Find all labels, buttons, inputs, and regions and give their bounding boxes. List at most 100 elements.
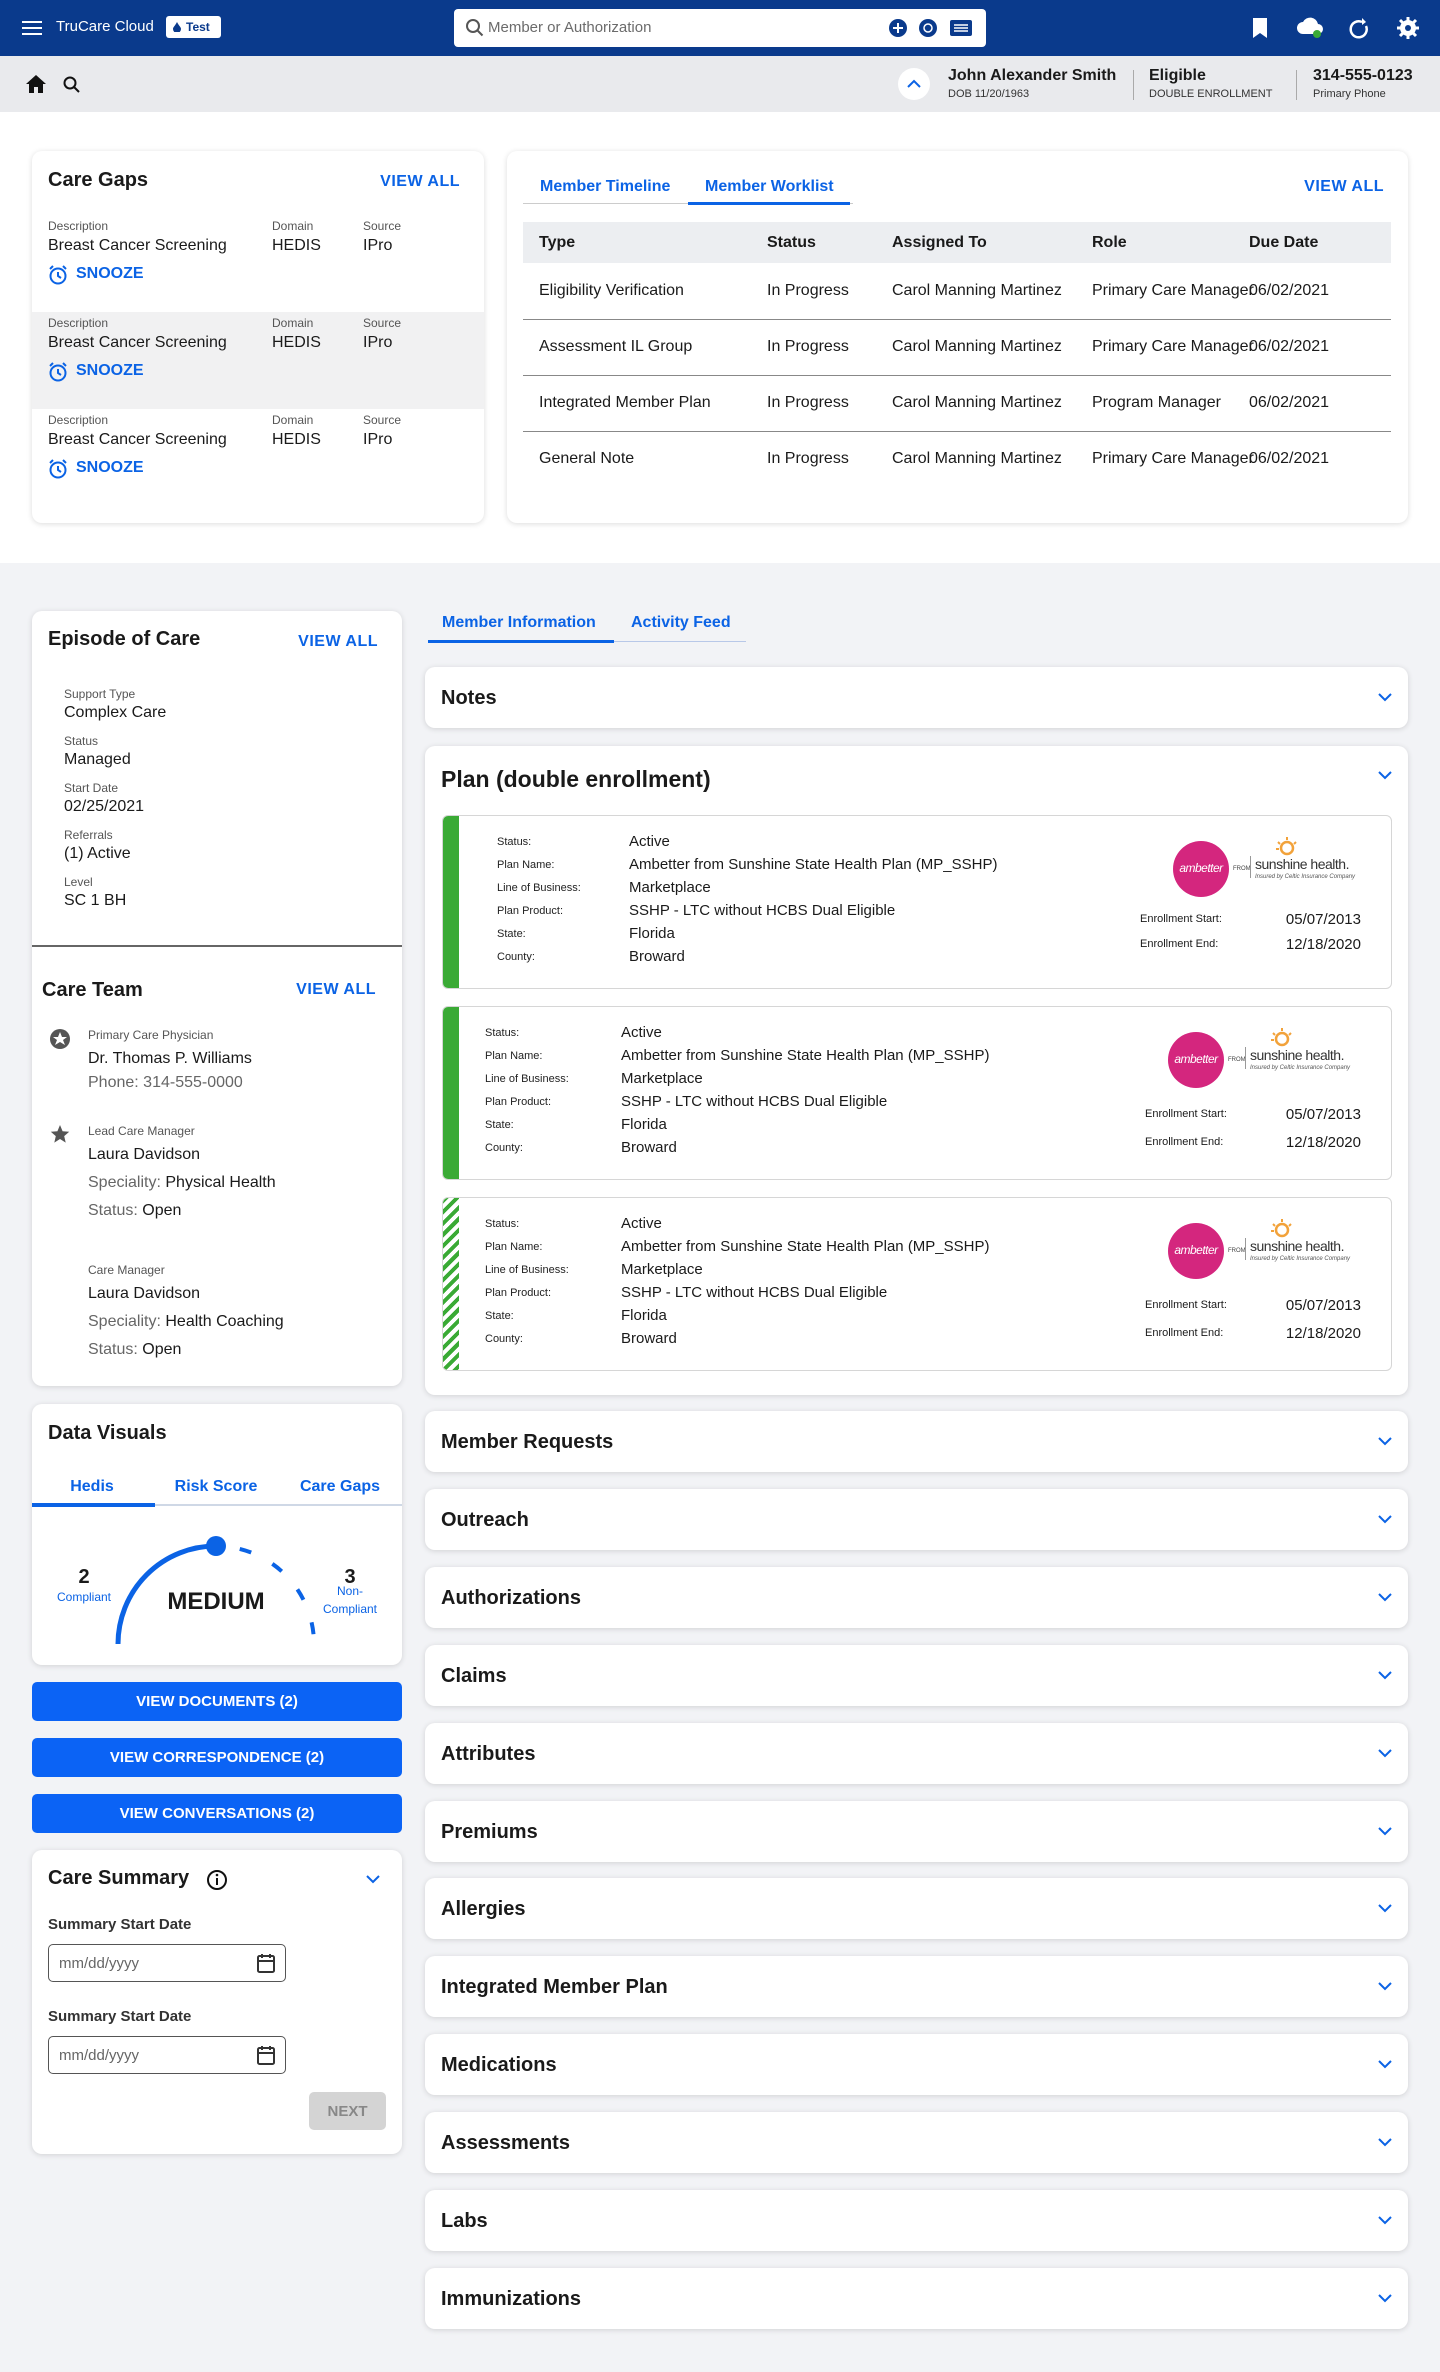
field-label: Line of Business: xyxy=(485,1264,569,1276)
tab[interactable]: Member Timeline xyxy=(540,178,671,195)
accordion-section[interactable]: Authorizations xyxy=(425,1566,1408,1628)
accordion-section[interactable]: Notes xyxy=(425,667,1408,728)
info-icon[interactable] xyxy=(206,1869,228,1891)
column-header: Status xyxy=(767,234,816,251)
field-value: Broward xyxy=(621,1139,677,1156)
accordion-section[interactable]: Outreach xyxy=(425,1488,1408,1550)
logo-tagline: Insured by Celtic Insurance Company xyxy=(1250,1256,1351,1262)
tab[interactable]: Member Worklist xyxy=(705,178,834,195)
view-all-link[interactable]: VIEW ALL xyxy=(298,633,378,650)
role-label: Lead Care Manager xyxy=(88,1124,195,1138)
plan-card: Status: Active Plan Name: Ambetter from Sun… xyxy=(442,1006,1392,1180)
search-box[interactable]: Member or Authorization xyxy=(454,9,986,47)
date-input[interactable]: mm/dd/yyyy xyxy=(48,2036,286,2074)
accordion-section[interactable]: Labs xyxy=(425,2190,1408,2251)
accordion-section[interactable]: Assessments xyxy=(425,2112,1408,2174)
detail-label: Status: xyxy=(88,1202,138,1219)
table-header xyxy=(523,222,1391,263)
chevron[interactable] xyxy=(1378,2216,1392,2225)
table-cell: In Progress xyxy=(767,338,849,355)
field-label: Enrollment End: xyxy=(1140,938,1219,950)
section-title: Premiums xyxy=(441,1820,538,1843)
chevron[interactable] xyxy=(1378,693,1392,702)
field-label: Plan Name: xyxy=(497,859,555,871)
date-input[interactable]: mm/dd/yyyy xyxy=(48,1944,286,1982)
tab[interactable]: Member Information xyxy=(442,614,596,631)
table-cell: Primary Care Manager xyxy=(1092,282,1254,299)
chevron[interactable] xyxy=(1378,771,1392,780)
accordion-section[interactable]: Immunizations xyxy=(425,2267,1408,2329)
tab[interactable]: Care Gaps xyxy=(299,1478,381,1495)
logo-from: FROM xyxy=(1228,1057,1246,1063)
field-label: Plan Name: xyxy=(485,1050,543,1062)
field-value: 12/18/2020 xyxy=(1285,1325,1361,1342)
action-button[interactable]: VIEW DOCUMENTS (2) xyxy=(32,1682,402,1721)
field-label: County: xyxy=(497,951,535,963)
logo-from: FROM xyxy=(1228,1248,1246,1254)
action-button[interactable]: VIEW CONVERSATIONS (2) xyxy=(32,1794,402,1833)
chevron[interactable] xyxy=(1378,1515,1392,1524)
brand-logo: ambetter xyxy=(1173,841,1229,897)
brand-name: ambetter xyxy=(1174,1243,1218,1257)
chevron[interactable] xyxy=(1378,1437,1392,1446)
field-value: Florida xyxy=(621,1307,667,1324)
search-icon[interactable] xyxy=(63,76,80,93)
field-value: Active xyxy=(629,833,670,850)
chevron[interactable] xyxy=(1378,1593,1392,1602)
chevron[interactable] xyxy=(366,1875,380,1884)
chevron[interactable] xyxy=(1378,1982,1392,1991)
view-all-link[interactable]: VIEW ALL xyxy=(1304,178,1384,195)
snooze-icon[interactable] xyxy=(48,265,68,285)
accordion-section[interactable]: Integrated Member Plan xyxy=(425,1956,1408,2018)
field-label: Enrollment Start: xyxy=(1145,1299,1227,1311)
logo-tagline: Insured by Celtic Insurance Company xyxy=(1250,1065,1351,1071)
chevron[interactable] xyxy=(1378,1670,1392,1680)
card-title: Episode of Care xyxy=(48,628,201,650)
data-visuals-card: Data Visuals Hedis Risk Score Care Gaps 2 Com… xyxy=(32,1404,402,1665)
accordion-section[interactable]: Medications xyxy=(425,2034,1408,2096)
chevron[interactable] xyxy=(1378,2138,1392,2147)
chevron[interactable] xyxy=(1378,1748,1392,1758)
compliant-label: Compliant xyxy=(56,1590,112,1604)
field-value: 05/07/2013 xyxy=(1285,1297,1361,1314)
snooze-button[interactable]: SNOOZE xyxy=(76,362,144,379)
view-all-link[interactable]: VIEW ALL xyxy=(380,173,460,190)
snooze-button[interactable]: SNOOZE xyxy=(76,459,144,476)
action-button[interactable]: VIEW CORRESPONDENCE (2) xyxy=(32,1738,402,1777)
section-divider xyxy=(32,945,402,947)
chevron[interactable] xyxy=(1378,2060,1392,2069)
chevron[interactable] xyxy=(1378,1904,1392,1913)
tab[interactable]: Risk Score xyxy=(174,1478,258,1495)
section-title: Member Requests xyxy=(441,1431,614,1453)
header-actions[interactable] xyxy=(1250,16,1430,40)
gauge xyxy=(115,1536,316,1645)
role-icon xyxy=(50,1029,70,1049)
view-all-link[interactable]: VIEW ALL xyxy=(296,981,376,998)
accordion-section[interactable]: Allergies xyxy=(425,1878,1408,1940)
chevron[interactable] xyxy=(907,79,921,88)
member-dob: DOB 11/20/1963 xyxy=(948,88,1030,100)
field-label: Source xyxy=(363,219,402,233)
tab[interactable]: Activity Feed xyxy=(631,614,731,631)
field-value: Complex Care xyxy=(64,704,167,721)
chevron[interactable] xyxy=(1378,1826,1392,1836)
snooze-icon[interactable] xyxy=(48,362,68,382)
role-icon xyxy=(50,1125,70,1143)
home-icon[interactable] xyxy=(26,75,46,93)
collapse-button[interactable] xyxy=(898,68,930,100)
search-filter-icons[interactable] xyxy=(888,18,978,38)
next-button[interactable]: NEXT xyxy=(309,2092,386,2130)
snooze-icon[interactable] xyxy=(48,459,68,479)
chevron[interactable] xyxy=(1378,2294,1392,2303)
snooze-button[interactable]: SNOOZE xyxy=(76,265,144,282)
accordion-section[interactable]: Claims xyxy=(425,1644,1408,1706)
accordion-section[interactable]: Member Requests xyxy=(425,1411,1408,1472)
accordion-section[interactable]: Attributes xyxy=(425,1722,1408,1784)
care-gap-item: Description Breast Cancer Screening Domain… xyxy=(32,312,484,409)
card-title: Data Visuals xyxy=(48,1422,167,1444)
accordion-section[interactable]: Premiums xyxy=(425,1800,1408,1862)
menu-icon[interactable] xyxy=(22,20,42,36)
tab[interactable]: Hedis xyxy=(70,1478,114,1495)
phone-label: Primary Phone xyxy=(1313,88,1386,100)
